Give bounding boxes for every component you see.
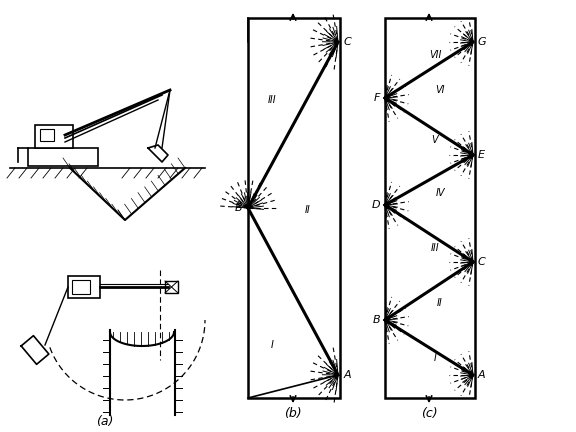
Bar	[385, 18, 475, 398]
Text: III: III	[268, 95, 276, 105]
Text: I: I	[434, 353, 437, 363]
Text: (b): (b)	[284, 407, 302, 420]
Text: G: G	[478, 37, 487, 47]
Text: II: II	[437, 298, 443, 308]
Text: A: A	[344, 370, 351, 380]
Bar	[68, 276, 100, 298]
Text: VI: VI	[435, 85, 445, 95]
Bar	[28, 148, 98, 166]
Text: VII: VII	[429, 50, 441, 60]
Text: V: V	[431, 135, 438, 145]
Text: C: C	[344, 37, 352, 47]
Text: D: D	[372, 200, 380, 210]
Text: I: I	[271, 340, 274, 350]
Bar	[72, 280, 90, 294]
Bar	[165, 281, 178, 293]
Text: B: B	[234, 203, 242, 213]
Bar	[248, 18, 340, 398]
Bar	[40, 129, 54, 141]
Text: III: III	[431, 243, 439, 253]
Text: B: B	[372, 315, 380, 325]
Text: II: II	[305, 205, 311, 215]
Text: F: F	[374, 93, 380, 103]
Text: IV: IV	[435, 188, 445, 198]
Text: C: C	[478, 257, 486, 267]
Text: E: E	[478, 150, 485, 160]
Bar	[35, 125, 73, 148]
Text: A: A	[478, 370, 486, 380]
Text: (c): (c)	[420, 407, 437, 420]
Text: (a): (a)	[96, 415, 113, 428]
